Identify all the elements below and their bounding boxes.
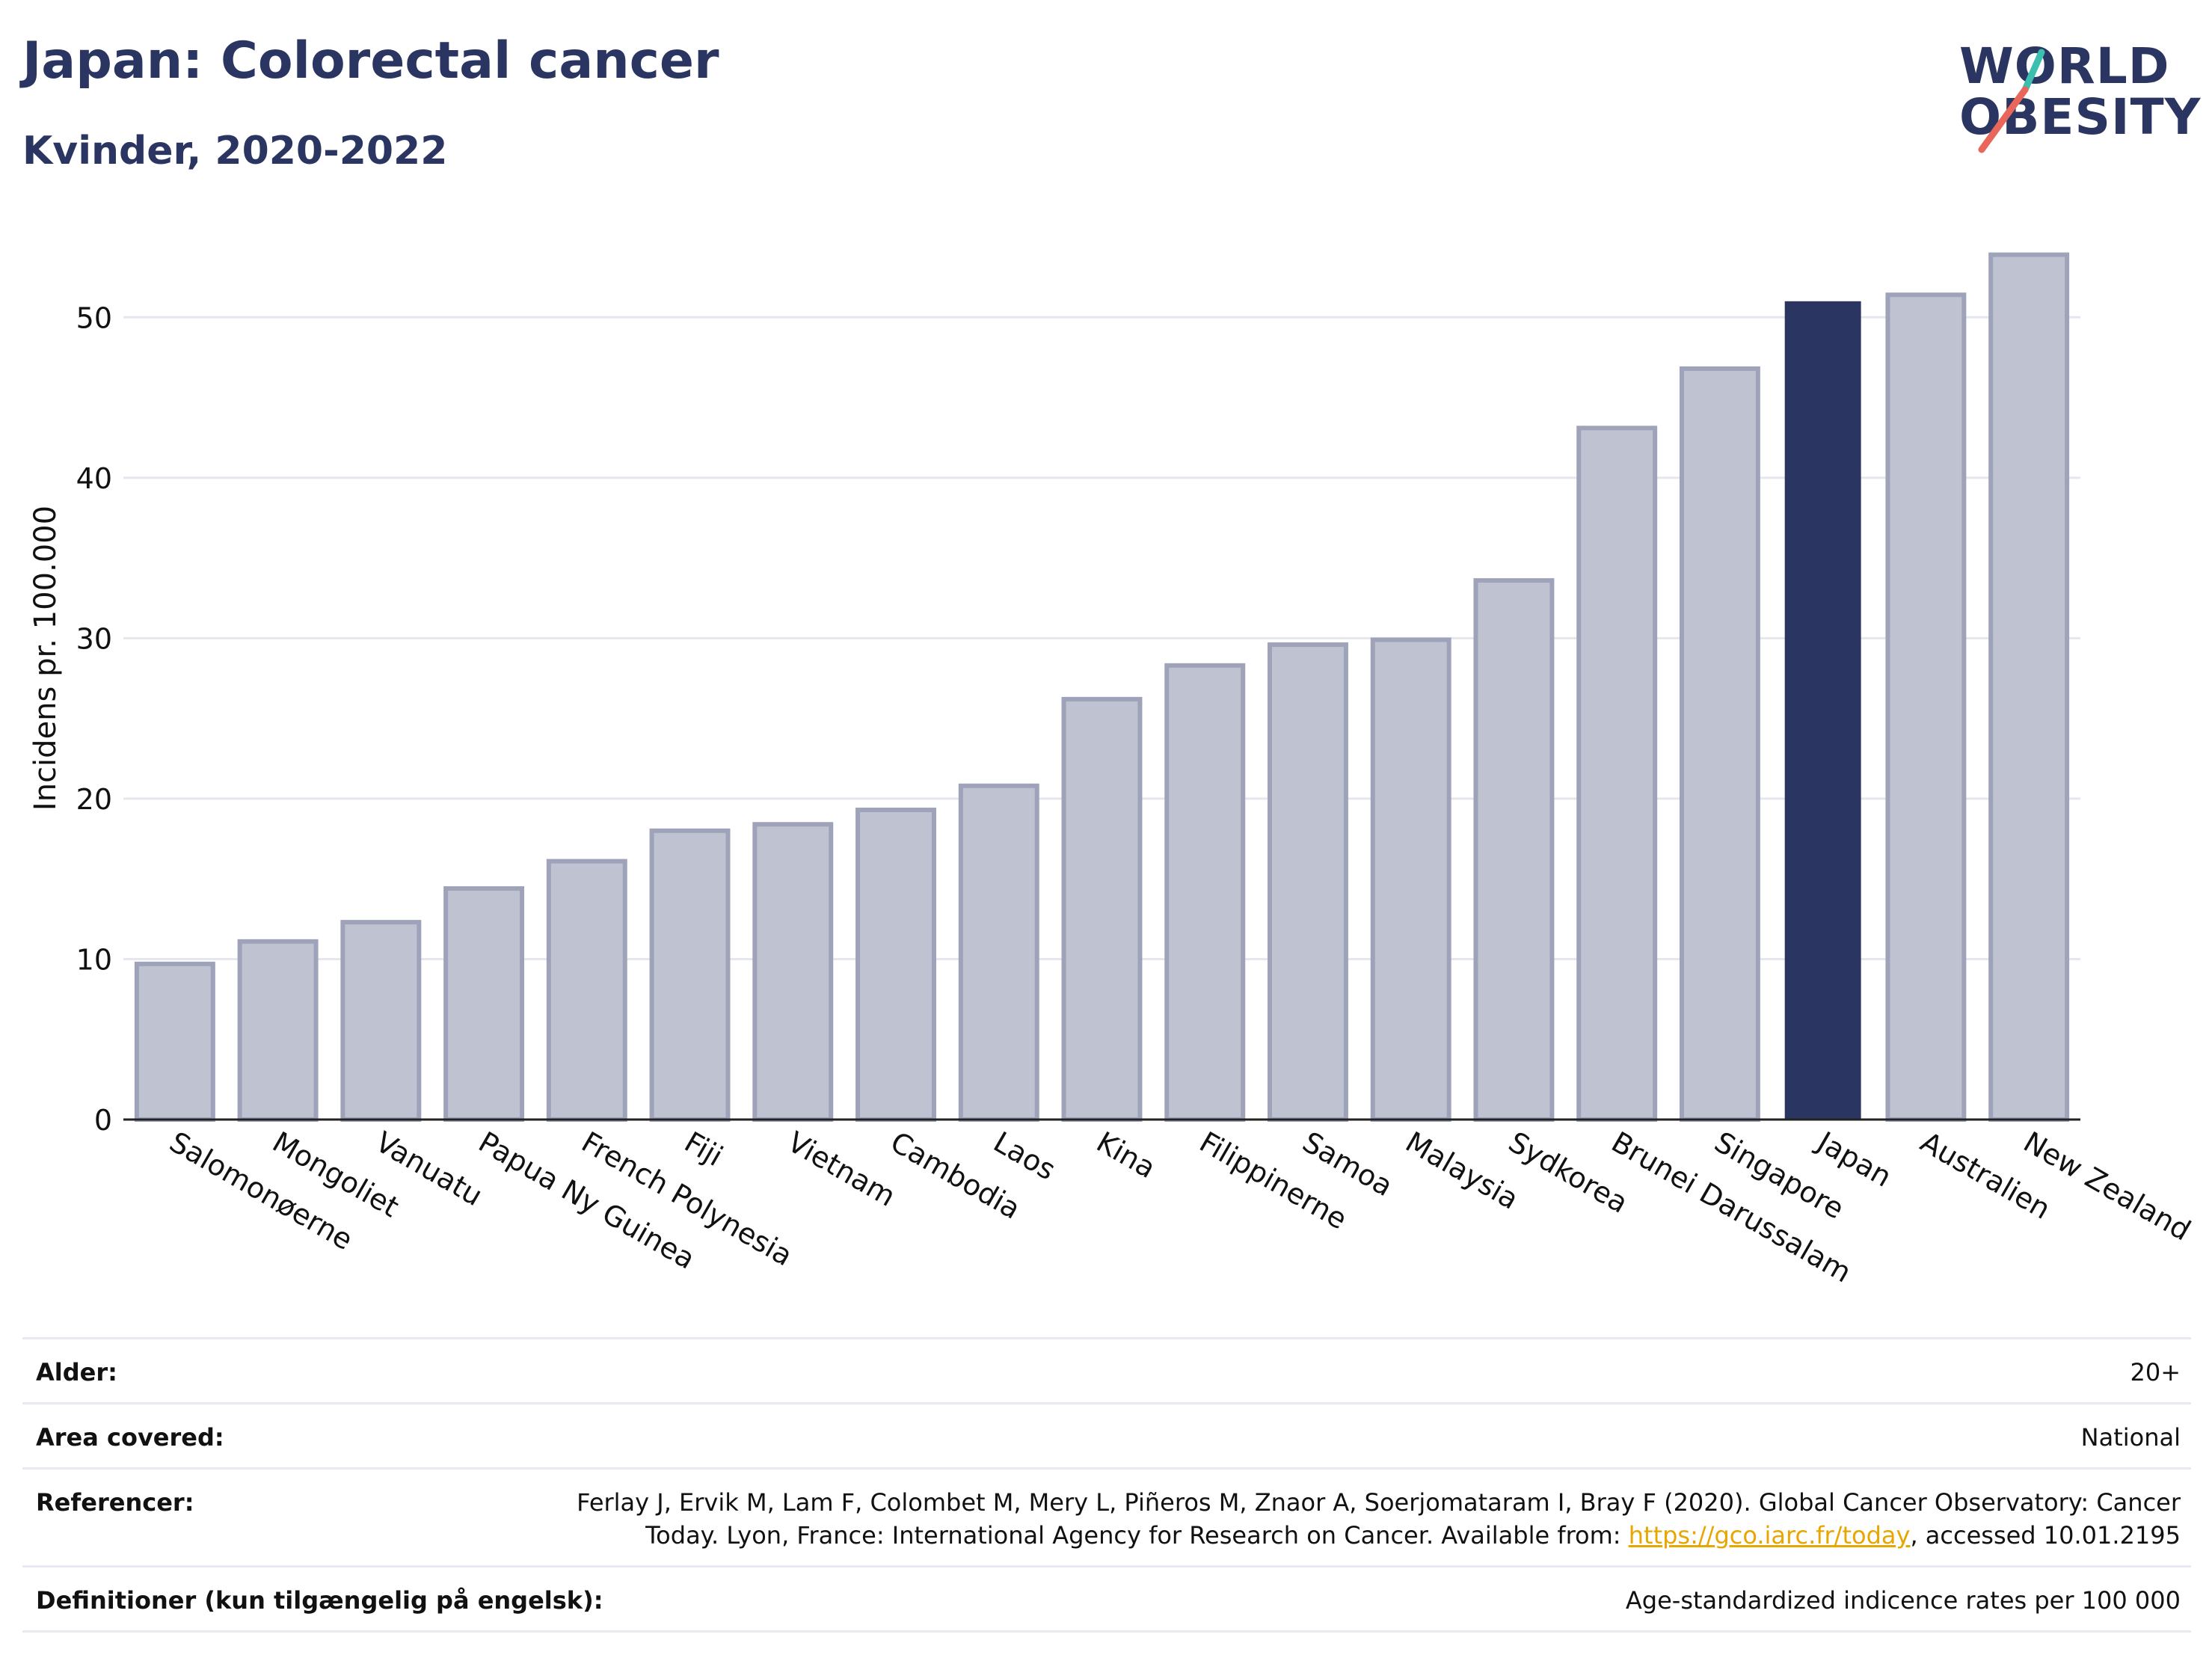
y-tick-label: 20 [76, 783, 112, 816]
x-tick-label: Kina [1091, 1126, 1161, 1185]
bar [443, 886, 525, 1123]
bars [134, 252, 2070, 1123]
logo-line-1: WORLD [1959, 37, 2170, 95]
logo-slash-icon [1978, 49, 2045, 153]
world-obesity-logo: WORLD OBESITY [1959, 21, 2200, 160]
bar [1679, 366, 1760, 1123]
bar [1988, 252, 2070, 1123]
chart-subtitle: Kvinder, 2020-2022 [22, 129, 448, 174]
bar [752, 822, 834, 1123]
bar [1268, 642, 1348, 1122]
bar [134, 961, 215, 1122]
x-tick-label: Salomonøerne [164, 1126, 358, 1256]
x-tick-label: Laos [988, 1126, 1061, 1187]
x-tick-label: Fiji [679, 1126, 728, 1173]
info-label-age: Alder: [36, 1358, 117, 1387]
x-tick-label: New Zealand [2018, 1126, 2196, 1247]
bar [1164, 663, 1246, 1122]
reference-accessed: , accessed 10.01.2195 [1910, 1521, 2181, 1550]
y-tick-label: 30 [76, 622, 112, 655]
y-tick-label: 50 [76, 301, 112, 334]
bar [1473, 578, 1555, 1122]
bar [1576, 426, 1658, 1122]
bar [1061, 696, 1143, 1122]
info-label-references: Referencer: [36, 1488, 194, 1517]
x-tick-label: Malaysia [1400, 1126, 1524, 1216]
info-row-area: Area covered: National [22, 1402, 2191, 1467]
bar [649, 828, 731, 1122]
y-axis-label: Incidens pr. 100.000 [28, 506, 63, 811]
bar [958, 783, 1039, 1123]
info-value-age: 20+ [2130, 1358, 2181, 1387]
info-row-references: Referencer: Ferlay J, Ervik M, Lam F, Co… [22, 1467, 2191, 1565]
bar [340, 920, 422, 1122]
info-table: Alder: 20+ Area covered: National Refere… [22, 1337, 2191, 1633]
info-value-definitions: Age-standardized indicence rates per 100… [1625, 1586, 2181, 1615]
info-label-definitions: Definitioner (kun tilgængelig på engelsk… [36, 1586, 603, 1615]
x-tick-label: Vietnam [782, 1126, 901, 1213]
bar [546, 859, 627, 1123]
y-tick-label: 40 [76, 462, 112, 495]
info-value-references: Ferlay J, Ervik M, Lam F, Colombet M, Me… [520, 1486, 2181, 1552]
info-row-age: Alder: 20+ [22, 1337, 2191, 1402]
bar-chart: 01020304050SalomonøerneMongolietVanuatuP… [28, 252, 2196, 1289]
reference-link[interactable]: https://gco.iarc.fr/today [1628, 1521, 1911, 1550]
chart-title: Japan: Colorectal cancer [22, 31, 719, 90]
bar [855, 807, 936, 1122]
logo-line-2: OBESITY [1959, 88, 2202, 146]
bar-highlight [1784, 301, 1861, 1120]
bar [1370, 637, 1451, 1122]
info-value-area: National [2080, 1423, 2181, 1452]
y-tick-label: 0 [94, 1104, 112, 1137]
reference-text: Ferlay J, Ervik M, Lam F, Colombet M, Me… [577, 1488, 2181, 1550]
y-tick-label: 10 [76, 943, 112, 976]
bar [237, 939, 319, 1123]
bar [1885, 292, 1967, 1123]
info-row-definitions: Definitioner (kun tilgængelig på engelsk… [22, 1565, 2191, 1633]
info-label-area: Area covered: [36, 1423, 224, 1452]
